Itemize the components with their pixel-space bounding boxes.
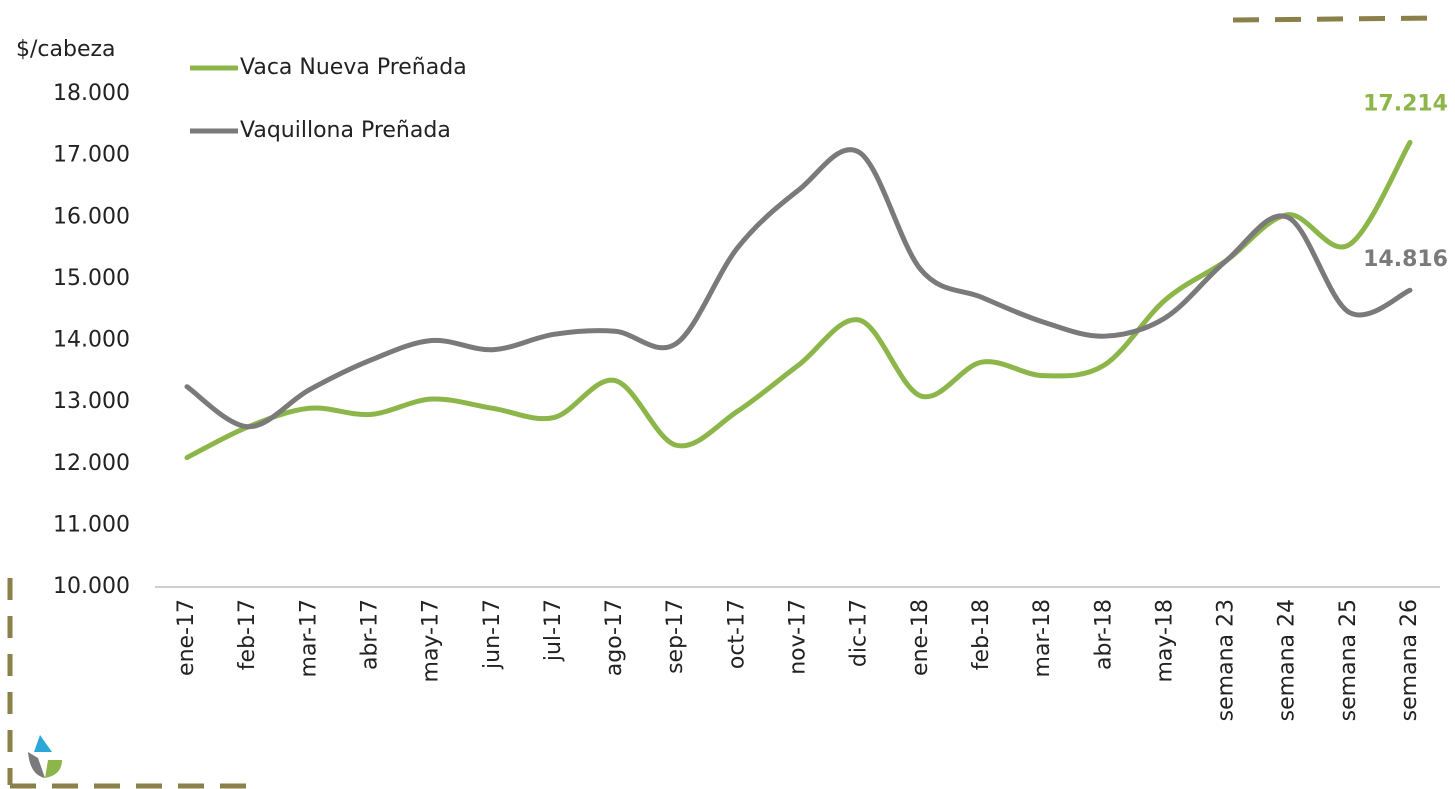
legend-label: Vaca Nueva Preñada xyxy=(240,55,467,80)
x-tick-label: mar-18 xyxy=(1030,599,1055,677)
x-tick-label: dic-17 xyxy=(847,599,872,667)
x-tick-label: jul-17 xyxy=(541,599,566,662)
x-tick-label: feb-17 xyxy=(235,599,260,670)
y-tick-label: 17.000 xyxy=(53,143,130,168)
x-tick-label: feb-18 xyxy=(969,599,994,670)
data-label: 14.816 xyxy=(1363,247,1448,272)
y-tick-label: 11.000 xyxy=(53,512,130,537)
y-tick-label: 12.000 xyxy=(53,451,130,476)
x-tick-label: ene-18 xyxy=(908,599,933,676)
x-tick-label: ene-17 xyxy=(174,599,199,676)
y-tick-label: 18.000 xyxy=(53,81,130,106)
data-label: 17.214 xyxy=(1363,91,1448,116)
y-tick-label: 15.000 xyxy=(53,266,130,291)
x-tick-label: semana 26 xyxy=(1397,599,1422,721)
x-tick-label: abr-18 xyxy=(1091,599,1116,670)
x-tick-label: may-18 xyxy=(1152,599,1177,682)
x-tick-label: semana 25 xyxy=(1336,599,1361,721)
y-tick-label: 10.000 xyxy=(53,574,130,599)
x-tick-label: semana 23 xyxy=(1214,599,1239,721)
y-tick-label: 13.000 xyxy=(53,389,130,414)
x-tick-label: abr-17 xyxy=(357,599,382,670)
x-tick-label: may-17 xyxy=(419,599,444,682)
series-line xyxy=(184,147,1413,430)
y-axis-label: $/cabeza xyxy=(16,37,116,62)
legend-label: Vaquillona Preñada xyxy=(240,118,451,143)
y-tick-label: 14.000 xyxy=(53,328,130,353)
x-tick-label: semana 24 xyxy=(1275,599,1300,721)
x-tick-label: nov-17 xyxy=(786,599,811,675)
y-tick-label: 16.000 xyxy=(53,204,130,229)
decoration xyxy=(1232,15,1441,23)
x-tick-label: sep-17 xyxy=(663,599,688,674)
x-tick-label: jun-17 xyxy=(480,599,505,670)
logo xyxy=(28,735,62,778)
x-tick-label: mar-17 xyxy=(296,599,321,677)
x-tick-label: oct-17 xyxy=(724,599,749,669)
x-tick-label: ago-17 xyxy=(602,599,627,676)
